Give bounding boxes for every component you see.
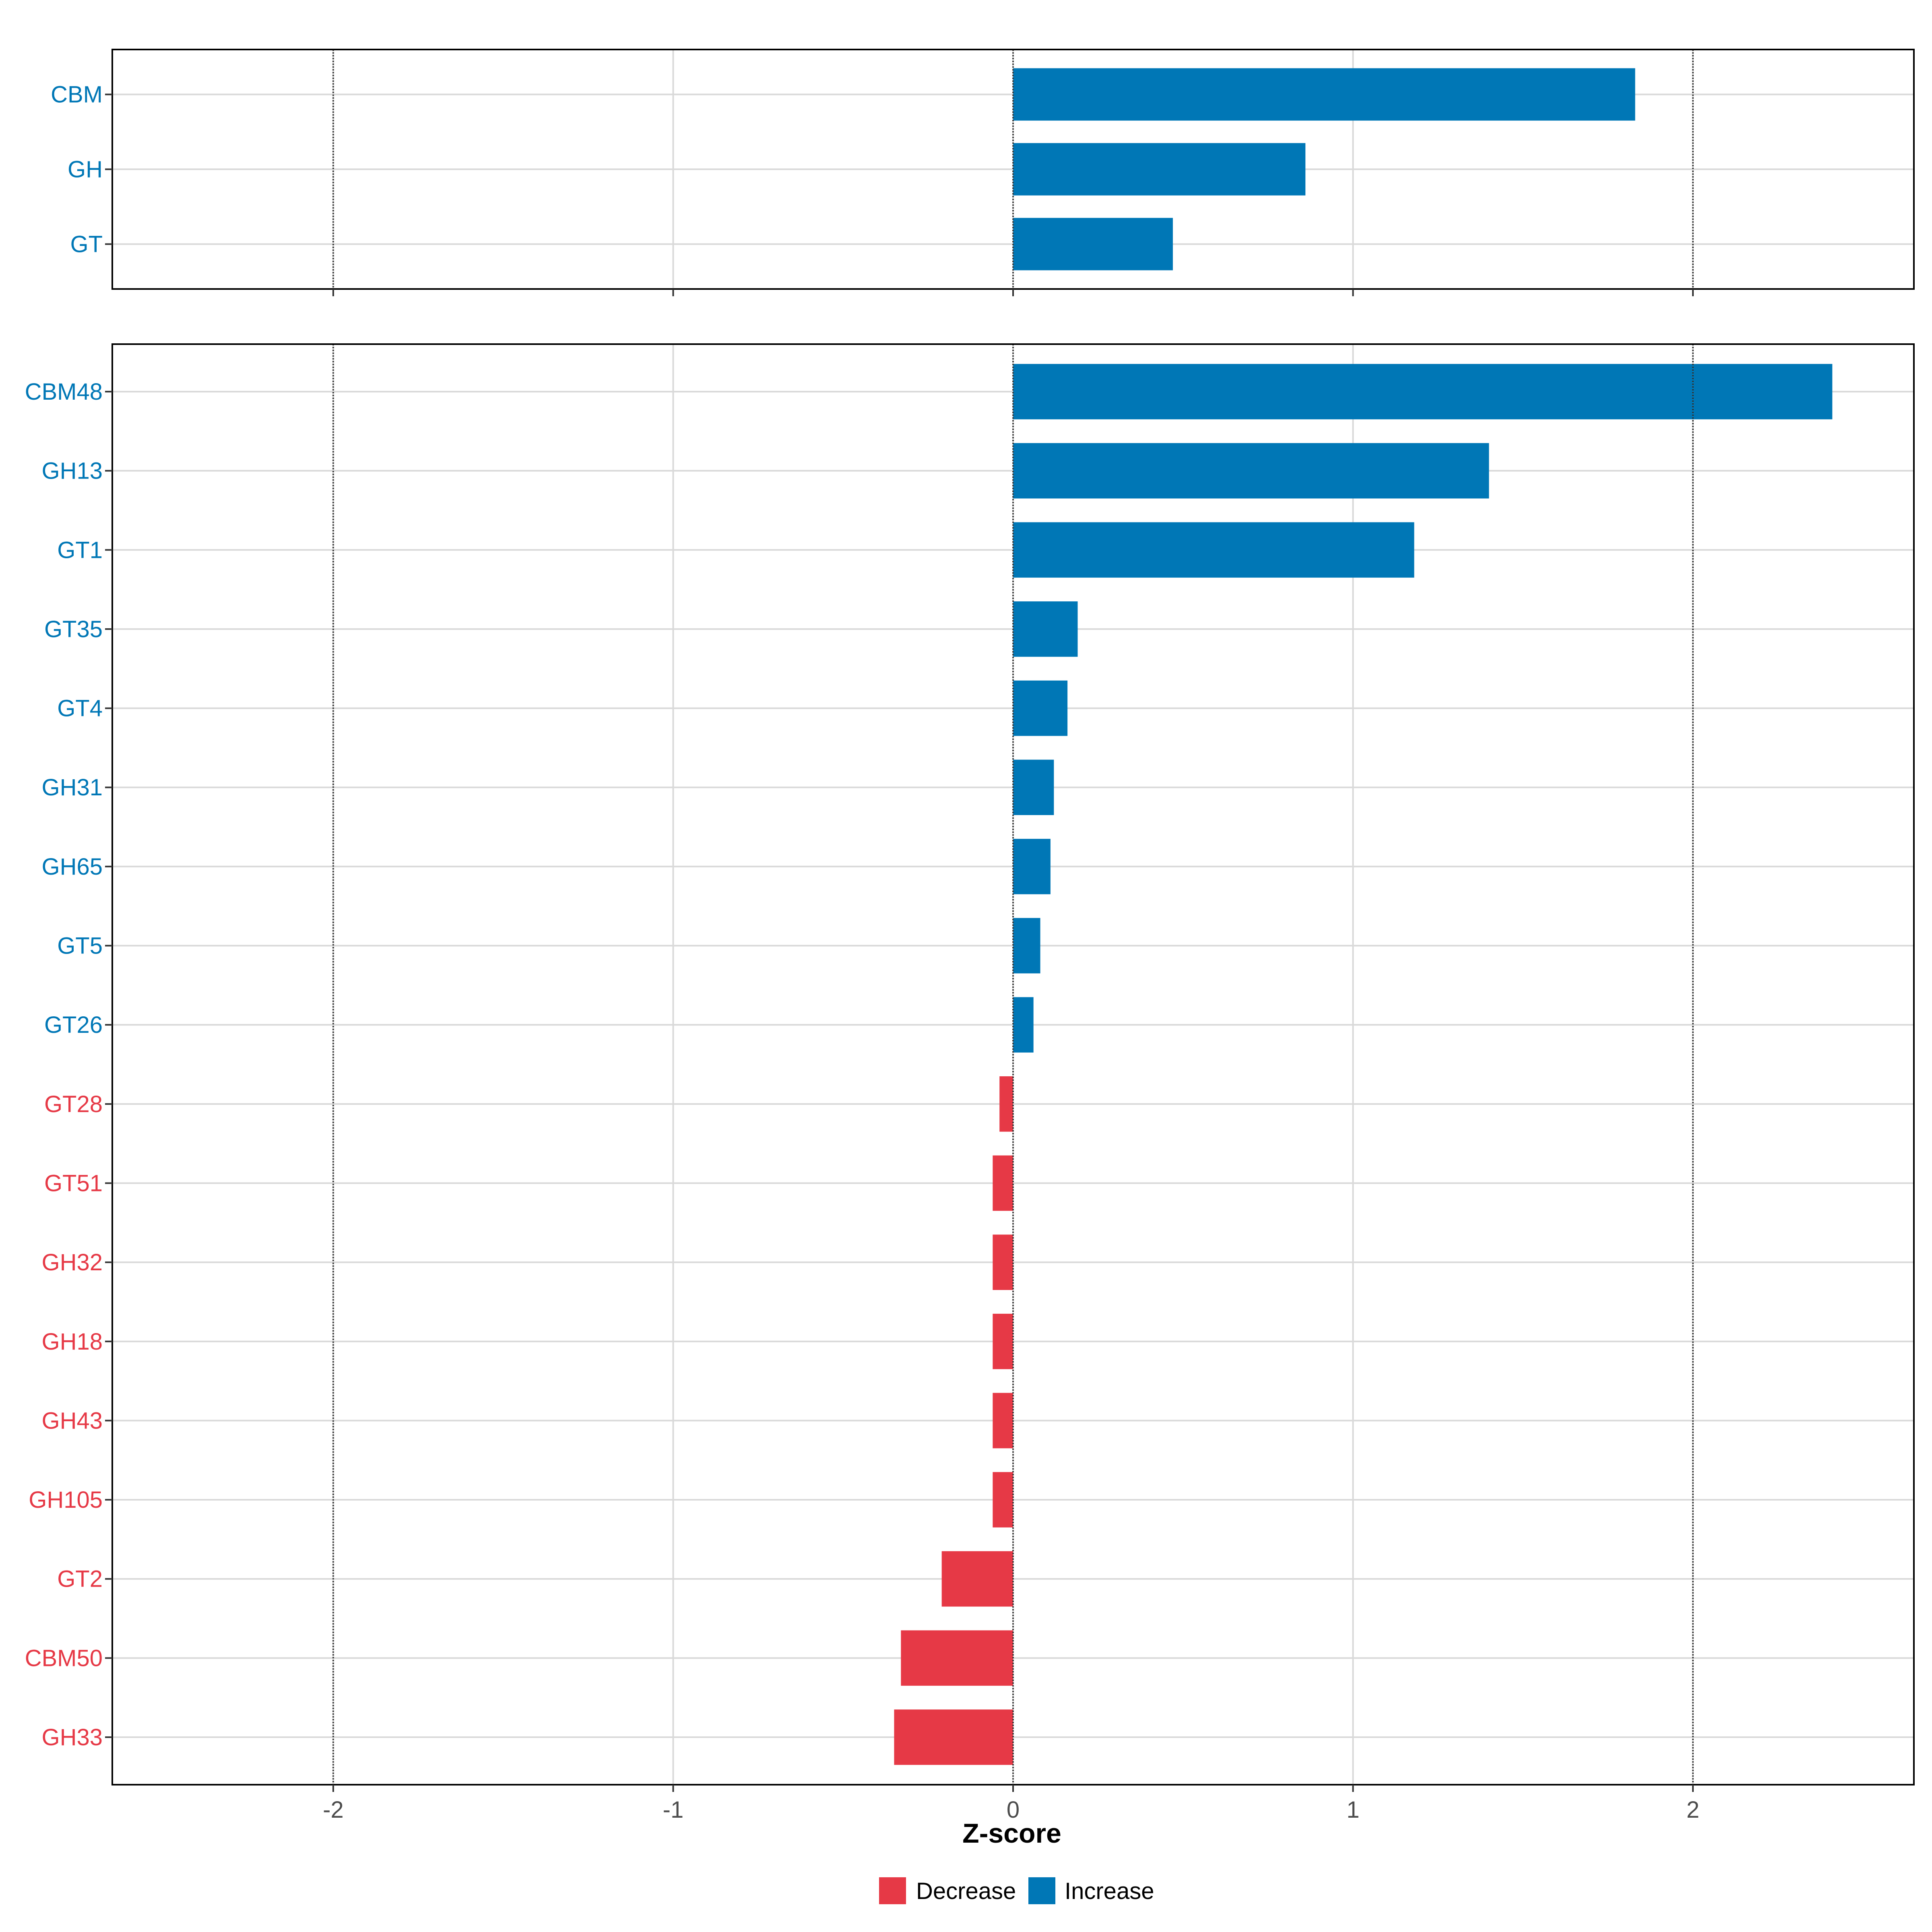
bar-gh33	[894, 1709, 1013, 1765]
bar-gt28	[999, 1076, 1013, 1132]
bar-gh43	[993, 1393, 1013, 1449]
x-tick-label: 0	[1007, 1797, 1020, 1823]
x-tick-label: -2	[323, 1797, 344, 1823]
y-tick-label-gh31: GH31	[41, 774, 103, 801]
bar-gh65	[1013, 839, 1051, 894]
bar-gh18	[993, 1313, 1013, 1369]
x-tick-label: 2	[1686, 1797, 1699, 1823]
bar-gt26	[1013, 997, 1034, 1053]
bar-cbm50	[901, 1630, 1013, 1686]
bar-gh31	[1013, 760, 1054, 815]
bottom-panel: CBM48 GH13 GT1 GT35 GT4 GH31 GH65 GT5 GT26 GT28 GT…	[25, 343, 1915, 1823]
bar-cbm48	[1013, 364, 1833, 419]
top-panel: CBM GH GT	[51, 49, 1915, 296]
bar-gh32	[993, 1234, 1013, 1290]
legend-label-increase: Increase	[1065, 1878, 1154, 1904]
y-tick-label-gt4: GT4	[57, 696, 103, 722]
y-tick-label-gh65: GH65	[41, 854, 103, 880]
y-tick-label-gh33: GH33	[41, 1724, 103, 1750]
y-tick-label-cbm: CBM	[51, 82, 103, 108]
y-tick-label-gt28: GT28	[44, 1091, 103, 1117]
y-tick-label-gt1: GT1	[57, 537, 103, 563]
bar-gt4	[1013, 680, 1068, 736]
x-tick-label: 1	[1346, 1797, 1359, 1823]
bar-cbm	[1013, 68, 1635, 121]
bar-gt	[1013, 218, 1173, 270]
x-tick-label: -1	[663, 1797, 684, 1823]
bar-gt51	[993, 1155, 1013, 1211]
y-tick-label-gt35: GT35	[44, 616, 103, 642]
y-tick-label-gh43: GH43	[41, 1408, 103, 1434]
y-tick-label-gh105: GH105	[29, 1487, 103, 1513]
bar-gt1	[1013, 522, 1414, 578]
y-tick-label-gt51: GT51	[44, 1170, 103, 1196]
bar-gh13	[1013, 443, 1489, 499]
bar-gt5	[1013, 918, 1040, 974]
legend-label-decrease: Decrease	[916, 1878, 1016, 1904]
y-tick-label-gt26: GT26	[44, 1012, 103, 1038]
bar-gh	[1013, 143, 1306, 196]
bar-gt35	[1013, 601, 1078, 657]
y-tick-label-gt: GT	[70, 231, 103, 257]
legend: Decrease Increase	[879, 1877, 1154, 1904]
y-tick-label-gh: GH	[68, 157, 103, 183]
legend-swatch-decrease	[879, 1877, 906, 1904]
y-tick-label-gt5: GT5	[57, 933, 103, 959]
bar-gt2	[941, 1551, 1013, 1607]
x-axis-title: Z-score	[962, 1818, 1061, 1849]
y-tick-label-gh13: GH13	[41, 458, 103, 484]
y-tick-label-gt2: GT2	[57, 1566, 103, 1592]
legend-swatch-increase	[1028, 1877, 1055, 1904]
y-tick-label-cbm48: CBM48	[25, 379, 103, 405]
y-tick-label-gh32: GH32	[41, 1249, 103, 1276]
bar-gh105	[993, 1472, 1013, 1527]
y-tick-label-cbm50: CBM50	[25, 1645, 103, 1671]
y-tick-label-gh18: GH18	[41, 1329, 103, 1355]
